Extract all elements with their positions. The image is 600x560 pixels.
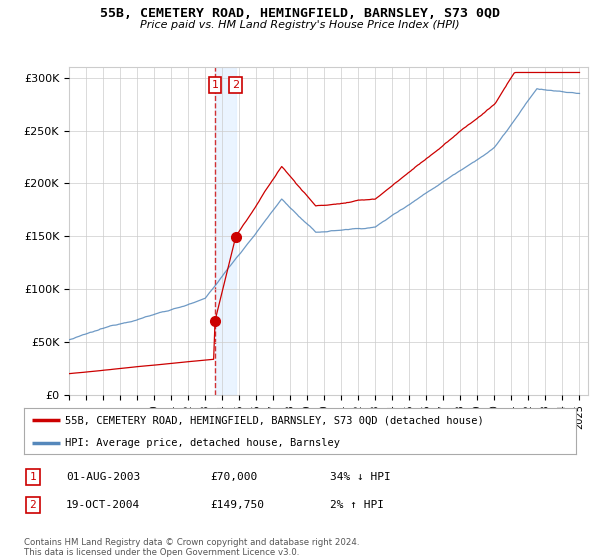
Text: 34% ↓ HPI: 34% ↓ HPI (330, 472, 391, 482)
Text: 2% ↑ HPI: 2% ↑ HPI (330, 500, 384, 510)
Text: 55B, CEMETERY ROAD, HEMINGFIELD, BARNSLEY, S73 0QD (detached house): 55B, CEMETERY ROAD, HEMINGFIELD, BARNSLE… (65, 415, 484, 425)
Text: 2: 2 (232, 80, 239, 90)
Text: £70,000: £70,000 (210, 472, 257, 482)
Text: Price paid vs. HM Land Registry's House Price Index (HPI): Price paid vs. HM Land Registry's House … (140, 20, 460, 30)
Text: 2: 2 (29, 500, 37, 510)
Text: £149,750: £149,750 (210, 500, 264, 510)
Text: 19-OCT-2004: 19-OCT-2004 (66, 500, 140, 510)
Text: 1: 1 (212, 80, 218, 90)
Text: 01-AUG-2003: 01-AUG-2003 (66, 472, 140, 482)
Text: 55B, CEMETERY ROAD, HEMINGFIELD, BARNSLEY, S73 0QD: 55B, CEMETERY ROAD, HEMINGFIELD, BARNSLE… (100, 7, 500, 20)
Bar (215, 67, 236, 395)
Text: Contains HM Land Registry data © Crown copyright and database right 2024.
This d: Contains HM Land Registry data © Crown c… (24, 538, 359, 557)
Text: 1: 1 (29, 472, 37, 482)
Text: HPI: Average price, detached house, Barnsley: HPI: Average price, detached house, Barn… (65, 438, 340, 449)
